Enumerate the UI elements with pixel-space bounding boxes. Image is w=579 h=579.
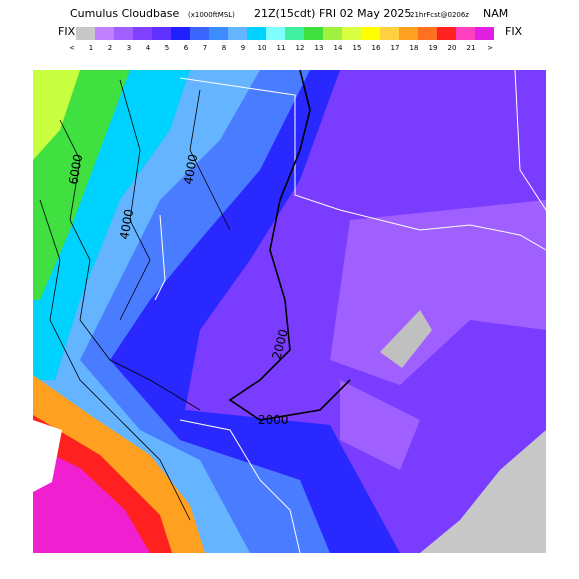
border — [179, 419, 301, 554]
colorbar-label: 5 — [165, 44, 169, 52]
colorbar-label: 17 — [391, 44, 400, 52]
colorbar-label: 20 — [448, 44, 457, 52]
field-region — [330, 200, 546, 385]
contour-label: 2000 — [258, 413, 289, 427]
colorbar-label: > — [487, 44, 493, 52]
title: Cumulus Cloudbase — [70, 7, 179, 20]
colorbar-cell — [456, 27, 475, 40]
contour-label: 4000 — [181, 153, 200, 186]
colorbar-cell — [209, 27, 228, 40]
colorbar-cell — [228, 27, 247, 40]
field-region — [33, 420, 62, 492]
field-region — [33, 445, 150, 553]
colorbar-cell — [399, 27, 418, 40]
colorbar-cell — [133, 27, 152, 40]
colorbar-cell — [475, 27, 494, 40]
contour-label: 6000 — [66, 153, 85, 186]
colorbar: <1 2 3 4 5 6 7 8 9 10 11 12 13 14 15 16 17 18 19 20 21 > — [69, 27, 494, 52]
state-border — [514, 69, 547, 211]
colorbar-label: 7 — [203, 44, 207, 52]
colorbar-cell — [95, 27, 114, 40]
colorbar-cell — [190, 27, 209, 40]
colorbar-left-label: FIX — [58, 25, 76, 38]
state-border — [154, 214, 166, 301]
colorbar-cell — [361, 27, 380, 40]
colorbar-label: 18 — [410, 44, 419, 52]
colorbar-cell — [304, 27, 323, 40]
colorbar-cell — [380, 27, 399, 40]
colorbar-label: 12 — [296, 44, 305, 52]
colorbar-label: 21 — [467, 44, 476, 52]
colorbar-label: 9 — [241, 44, 245, 52]
colorbar-label: 13 — [315, 44, 324, 52]
colorbar-cell — [114, 27, 133, 40]
contour — [119, 79, 151, 321]
units: (x1000ftMSL) — [188, 11, 235, 19]
colorbar-cell — [171, 27, 190, 40]
colorbar-label: 14 — [334, 44, 343, 52]
colorbar-label: 3 — [127, 44, 131, 52]
borders — [154, 69, 547, 554]
valid-time: 21Z(15cdt) FRI 02 May 2025 — [254, 7, 411, 20]
gulf — [420, 430, 546, 553]
colorbar-label: < — [69, 44, 75, 52]
colorbar-label: 10 — [258, 44, 267, 52]
contours — [39, 69, 351, 521]
colorbar-label: 8 — [222, 44, 226, 52]
colorbar-cell — [437, 27, 456, 40]
colorbar-label: 15 — [353, 44, 362, 52]
colorbar-label: 16 — [372, 44, 381, 52]
colorbar-label: 1 — [89, 44, 93, 52]
forecast: 21hrFcst@0206z — [410, 11, 469, 19]
state-border — [179, 77, 547, 251]
colorbar-right-label: FIX — [505, 25, 523, 38]
contour — [189, 89, 231, 231]
colorbar-cell — [247, 27, 266, 40]
colorbar-label: 19 — [429, 44, 438, 52]
colorbar-cell — [266, 27, 285, 40]
colorbar-cell — [342, 27, 361, 40]
colorbar-cell — [323, 27, 342, 40]
colorbar-label: 11 — [277, 44, 286, 52]
colorbar-label: 4 — [146, 44, 151, 52]
contour — [39, 199, 191, 521]
colorbar-cell — [285, 27, 304, 40]
model: NAM — [483, 7, 508, 20]
field-region — [33, 70, 80, 160]
colorbar-cell — [76, 27, 95, 40]
contour — [228, 69, 351, 421]
contour-label: 4000 — [117, 208, 136, 241]
colorbar-cell — [152, 27, 171, 40]
colorbar-label: 6 — [184, 44, 189, 52]
colorbar-label: 2 — [108, 44, 112, 52]
field-region — [340, 380, 420, 470]
field-region — [380, 310, 432, 368]
contour — [59, 119, 201, 411]
colorbar-cell — [418, 27, 437, 40]
map: 6000 4000 4000 2000 2000 — [33, 69, 547, 554]
